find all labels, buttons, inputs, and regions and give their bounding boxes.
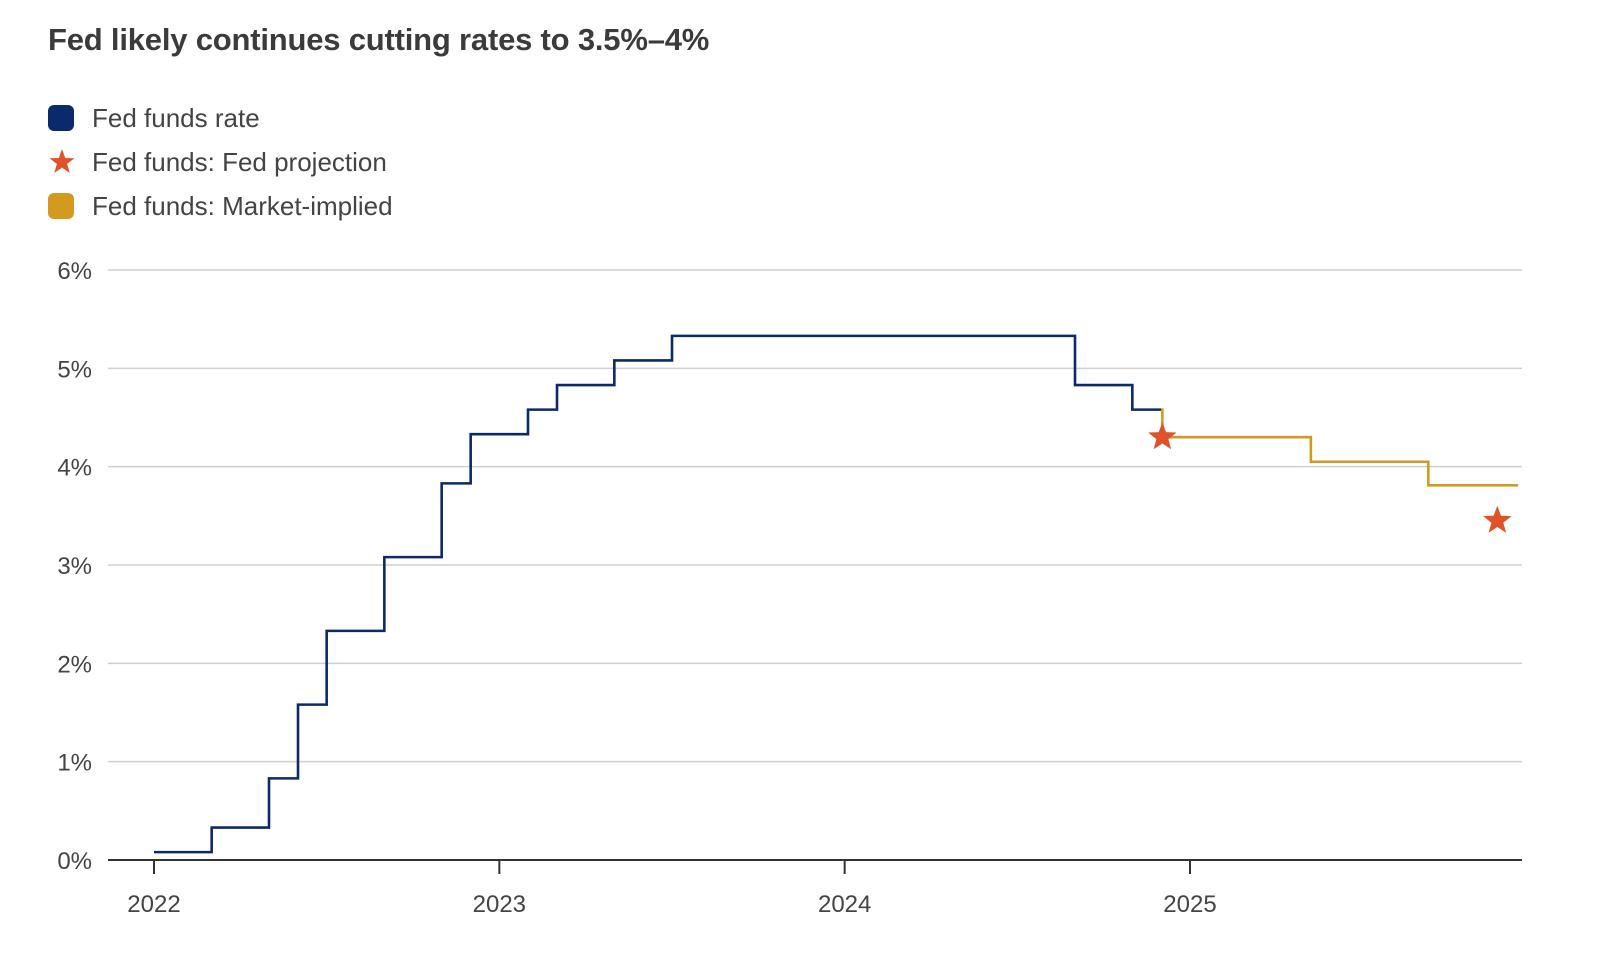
legend-label-market-implied: Fed funds: Market-implied xyxy=(92,190,393,221)
legend-label-fed-funds-rate: Fed funds rate xyxy=(92,102,260,133)
y-tick-label-2: 2% xyxy=(57,651,92,678)
y-tick-label-6: 6% xyxy=(57,258,92,285)
legend-item-fed-funds-rate[interactable]: Fed funds rate xyxy=(48,96,393,140)
y-tick-label-3: 3% xyxy=(57,553,92,580)
legend-label-fed-projection: Fed funds: Fed projection xyxy=(92,146,387,177)
series-layer xyxy=(154,334,1519,854)
star-icon xyxy=(48,148,76,176)
series-line-fed-funds-rate xyxy=(154,334,1162,854)
x-tick-label-2022: 2022 xyxy=(127,891,180,918)
chart-legend: Fed funds rate Fed funds: Fed projection… xyxy=(48,96,393,228)
series-line-market-implied xyxy=(1161,408,1519,487)
x-tick-label-2024: 2024 xyxy=(818,891,871,918)
legend-item-market-implied[interactable]: Fed funds: Market-implied xyxy=(48,184,393,228)
grid-lines xyxy=(108,269,1522,763)
y-tick-label-0: 0% xyxy=(57,848,92,875)
projection-star-0 xyxy=(1148,422,1177,450)
y-axis-ticks: 0% 1% 2% 3% 4% 5% 6% xyxy=(57,258,92,875)
y-tick-label-4: 4% xyxy=(57,455,92,482)
legend-item-fed-projection[interactable]: Fed funds: Fed projection xyxy=(48,140,393,184)
chart-title: Fed likely continues cutting rates to 3.… xyxy=(48,22,710,57)
x-tick-label-2025: 2025 xyxy=(1163,891,1216,918)
projection-star-1 xyxy=(1483,505,1512,533)
x-axis: 2022 2023 2024 2025 xyxy=(108,859,1522,918)
legend-swatch-market-implied xyxy=(48,193,74,219)
y-tick-label-1: 1% xyxy=(57,750,92,777)
legend-swatch-fed-funds-rate xyxy=(48,105,74,131)
x-tick-label-2023: 2023 xyxy=(473,891,526,918)
y-tick-label-5: 5% xyxy=(57,356,92,383)
